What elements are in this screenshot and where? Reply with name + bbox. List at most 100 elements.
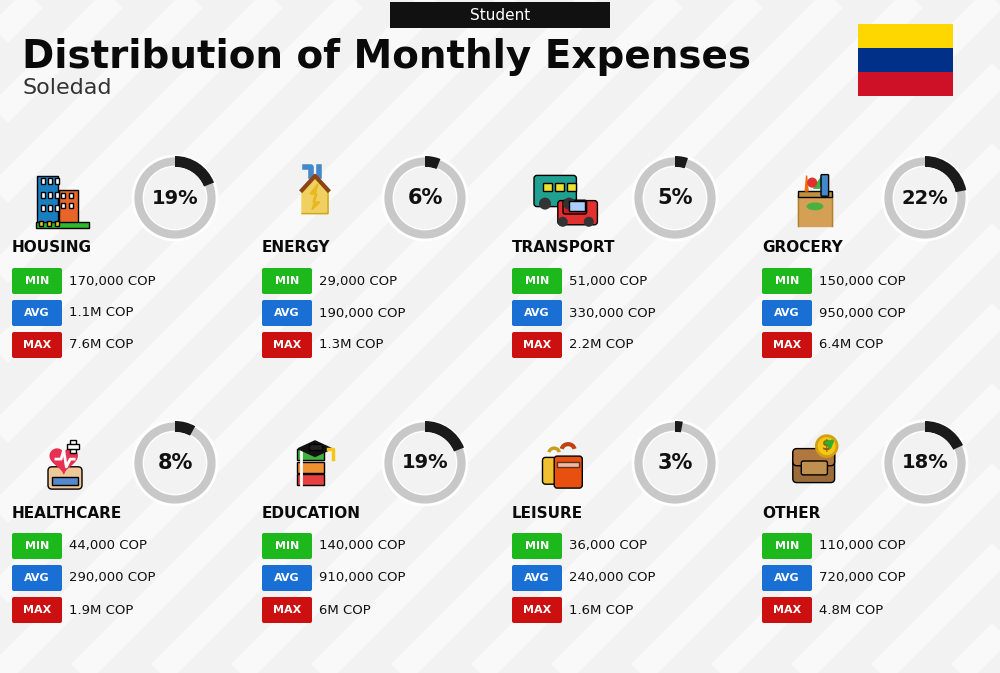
Wedge shape — [633, 156, 717, 240]
FancyBboxPatch shape — [262, 597, 312, 623]
Text: AVG: AVG — [274, 308, 300, 318]
Wedge shape — [425, 156, 440, 169]
Text: 36,000 COP: 36,000 COP — [569, 540, 647, 553]
Wedge shape — [925, 156, 966, 192]
FancyBboxPatch shape — [262, 300, 312, 326]
Wedge shape — [633, 421, 717, 505]
Text: 910,000 COP: 910,000 COP — [319, 571, 406, 584]
FancyBboxPatch shape — [69, 203, 73, 208]
Wedge shape — [883, 421, 967, 505]
FancyBboxPatch shape — [542, 458, 565, 484]
Text: MIN: MIN — [275, 541, 299, 551]
FancyBboxPatch shape — [557, 462, 579, 467]
FancyBboxPatch shape — [262, 332, 312, 358]
Wedge shape — [175, 156, 214, 186]
Wedge shape — [925, 421, 963, 450]
Text: 22%: 22% — [902, 188, 948, 207]
Circle shape — [894, 167, 956, 229]
Circle shape — [816, 435, 837, 456]
Text: 19%: 19% — [402, 454, 448, 472]
FancyBboxPatch shape — [59, 190, 78, 223]
FancyBboxPatch shape — [858, 24, 953, 48]
FancyBboxPatch shape — [262, 268, 312, 294]
Polygon shape — [310, 184, 320, 210]
Text: 190,000 COP: 190,000 COP — [319, 306, 406, 320]
FancyBboxPatch shape — [512, 565, 562, 591]
FancyBboxPatch shape — [563, 200, 587, 214]
FancyBboxPatch shape — [543, 183, 552, 191]
FancyBboxPatch shape — [512, 597, 562, 623]
FancyBboxPatch shape — [512, 300, 562, 326]
FancyBboxPatch shape — [534, 176, 576, 207]
FancyBboxPatch shape — [798, 191, 832, 197]
FancyBboxPatch shape — [262, 565, 312, 591]
FancyBboxPatch shape — [61, 203, 65, 208]
Text: HEALTHCARE: HEALTHCARE — [12, 505, 122, 520]
Circle shape — [394, 167, 456, 229]
FancyBboxPatch shape — [762, 597, 812, 623]
FancyBboxPatch shape — [52, 477, 78, 485]
Circle shape — [144, 167, 206, 229]
Text: 7.6M COP: 7.6M COP — [69, 339, 133, 351]
FancyBboxPatch shape — [12, 300, 62, 326]
Text: 1.3M COP: 1.3M COP — [319, 339, 384, 351]
Wedge shape — [175, 421, 195, 436]
Text: 5%: 5% — [657, 188, 693, 208]
Wedge shape — [133, 421, 217, 505]
FancyBboxPatch shape — [821, 174, 829, 197]
FancyBboxPatch shape — [48, 192, 52, 198]
Text: MAX: MAX — [773, 340, 801, 350]
Text: MIN: MIN — [525, 541, 549, 551]
Text: EDUCATION: EDUCATION — [262, 505, 361, 520]
Circle shape — [584, 217, 594, 227]
FancyBboxPatch shape — [567, 183, 576, 191]
Text: 6M COP: 6M COP — [319, 604, 371, 616]
FancyBboxPatch shape — [858, 48, 953, 72]
Wedge shape — [133, 156, 217, 240]
Text: 44,000 COP: 44,000 COP — [69, 540, 147, 553]
Text: MIN: MIN — [525, 276, 549, 286]
Text: 720,000 COP: 720,000 COP — [819, 571, 906, 584]
Text: 290,000 COP: 290,000 COP — [69, 571, 156, 584]
FancyBboxPatch shape — [47, 221, 51, 226]
Polygon shape — [814, 174, 823, 188]
FancyBboxPatch shape — [12, 565, 62, 591]
Text: 240,000 COP: 240,000 COP — [569, 571, 656, 584]
FancyBboxPatch shape — [554, 456, 582, 488]
FancyBboxPatch shape — [512, 332, 562, 358]
Text: MAX: MAX — [523, 605, 551, 615]
Circle shape — [144, 432, 206, 494]
Text: 170,000 COP: 170,000 COP — [69, 275, 156, 287]
Text: 6%: 6% — [407, 188, 443, 208]
Circle shape — [894, 432, 956, 494]
Wedge shape — [383, 421, 467, 505]
Circle shape — [558, 217, 568, 227]
FancyBboxPatch shape — [41, 192, 45, 198]
Circle shape — [644, 432, 706, 494]
Text: LEISURE: LEISURE — [512, 505, 583, 520]
FancyBboxPatch shape — [297, 462, 324, 472]
FancyBboxPatch shape — [762, 332, 812, 358]
FancyBboxPatch shape — [762, 300, 812, 326]
Text: 330,000 COP: 330,000 COP — [569, 306, 656, 320]
FancyBboxPatch shape — [297, 449, 324, 460]
Polygon shape — [798, 195, 832, 226]
Text: AVG: AVG — [774, 308, 800, 318]
Text: MIN: MIN — [25, 541, 49, 551]
FancyBboxPatch shape — [37, 176, 58, 223]
FancyBboxPatch shape — [858, 72, 953, 96]
Text: MIN: MIN — [775, 541, 799, 551]
Text: ENERGY: ENERGY — [262, 240, 330, 256]
FancyBboxPatch shape — [48, 178, 52, 184]
FancyBboxPatch shape — [69, 193, 73, 198]
FancyBboxPatch shape — [762, 533, 812, 559]
FancyBboxPatch shape — [262, 533, 312, 559]
Wedge shape — [425, 421, 464, 452]
Wedge shape — [675, 421, 683, 433]
Text: AVG: AVG — [524, 573, 550, 583]
Text: 51,000 COP: 51,000 COP — [569, 275, 647, 287]
Text: MAX: MAX — [773, 605, 801, 615]
Text: 1.9M COP: 1.9M COP — [69, 604, 133, 616]
Text: AVG: AVG — [24, 308, 50, 318]
FancyBboxPatch shape — [61, 193, 65, 198]
